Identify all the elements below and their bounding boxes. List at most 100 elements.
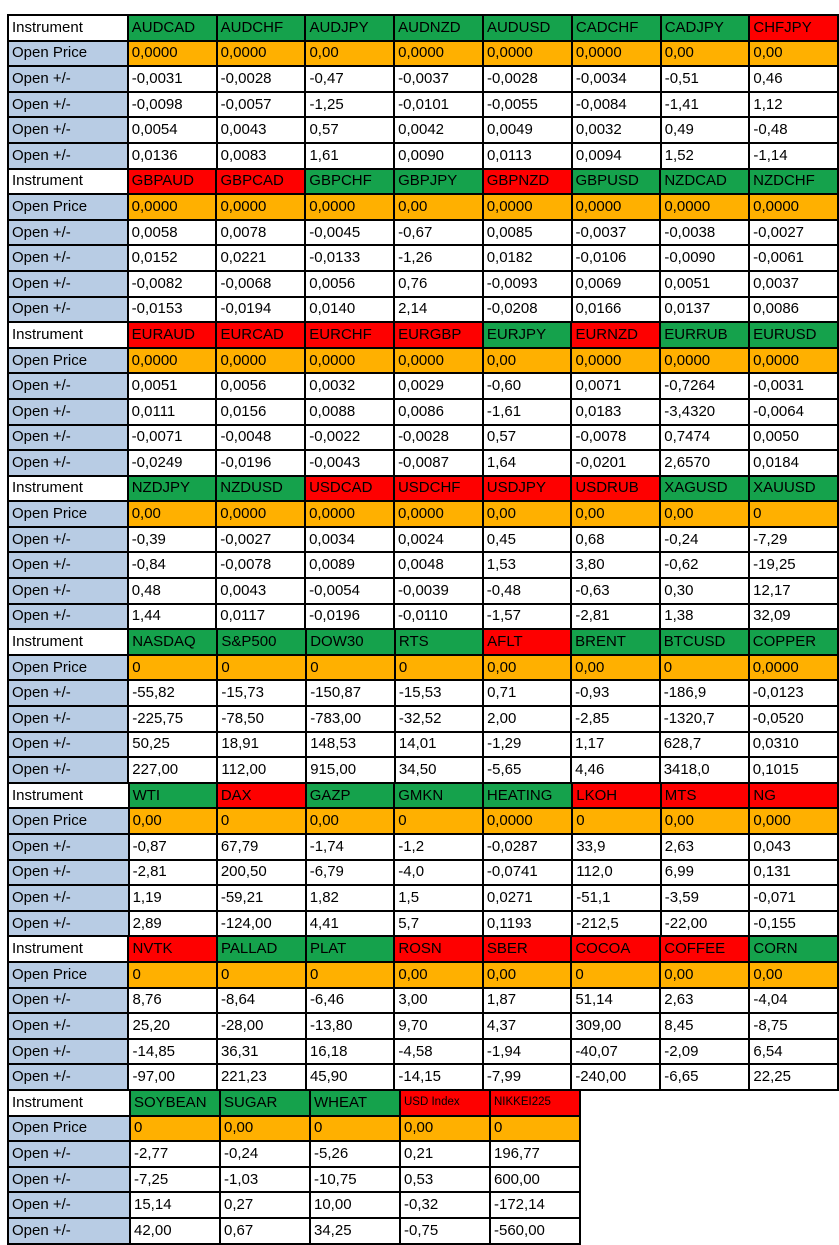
open-delta-cell[interactable]: 309,00 (570, 1012, 662, 1040)
open-price-cell[interactable]: 0,0000 (659, 346, 751, 375)
open-price-cell[interactable]: 0,00 (126, 500, 218, 528)
open-delta-cell[interactable]: 0,0054 (126, 116, 218, 144)
open-delta-cell[interactable]: -0,0287 (481, 833, 574, 861)
open-delta-cell[interactable]: -240,00 (570, 1063, 662, 1091)
open-price-cell[interactable]: 0 (127, 653, 219, 682)
open-delta-cell[interactable]: 0,0024 (392, 525, 484, 554)
instrument-row-label-cell[interactable]: Instrument (6, 628, 130, 656)
open-price-cell[interactable]: 0,00 (481, 500, 573, 528)
open-delta-cell[interactable]: 221,23 (215, 1063, 307, 1091)
open-delta-cell[interactable]: 0,0048 (392, 551, 484, 580)
open-price-cell[interactable]: 0,0000 (126, 39, 218, 68)
open-delta-cell[interactable]: -97,00 (127, 1063, 218, 1091)
open-delta-cell[interactable]: -0,24 (659, 525, 751, 554)
open-delta-cell[interactable]: -2,85 (570, 705, 661, 733)
open-delta-cell[interactable]: 2,00 (482, 705, 573, 733)
open-delta-cell[interactable]: -4,0 (393, 858, 484, 887)
open-price-cell[interactable]: 0,0000 (481, 193, 573, 221)
open-delta-cell[interactable]: -0,87 (127, 833, 218, 861)
open-delta-cell[interactable]: -0,0057 (215, 90, 307, 119)
open-delta-cell[interactable]: 112,0 (571, 858, 662, 887)
instrument-name-cell[interactable]: DAX (215, 781, 307, 810)
instrument-name-cell[interactable]: USD Index (399, 1088, 491, 1117)
open-delta-cell[interactable]: -0,0054 (304, 577, 395, 605)
open-delta-cell[interactable]: 628,7 (658, 730, 750, 759)
open-delta-cell[interactable]: -0,0082 (126, 269, 218, 298)
open-delta-cell[interactable]: -0,0110 (392, 602, 484, 631)
instrument-name-cell[interactable]: COPPER (747, 628, 839, 656)
open-delta-row-label-cell[interactable]: Open +/- (7, 65, 129, 93)
open-delta-cell[interactable]: 4,37 (481, 1012, 573, 1040)
open-delta-row-label-cell[interactable]: Open +/- (7, 602, 129, 631)
open-delta-cell[interactable]: 2,89 (127, 909, 218, 938)
open-delta-row-label-cell[interactable]: Open +/- (7, 858, 130, 887)
open-delta-cell[interactable]: 0,21 (399, 1140, 491, 1168)
instrument-name-cell[interactable]: USDCAD (304, 474, 395, 503)
open-price-cell[interactable]: 0,00 (659, 500, 751, 528)
open-delta-cell[interactable]: 0,0071 (570, 372, 662, 400)
instrument-name-cell[interactable]: CORN (748, 935, 839, 963)
open-price-cell[interactable]: 0,0000 (747, 653, 839, 682)
instrument-name-cell[interactable]: DOW30 (305, 628, 396, 656)
open-price-row-label-cell[interactable]: Open Price (7, 1114, 131, 1143)
instrument-row-label-cell[interactable]: Instrument (7, 14, 129, 42)
open-delta-row-label-cell[interactable]: Open +/- (7, 218, 129, 247)
open-delta-cell[interactable]: 0,0043 (215, 116, 307, 144)
open-delta-cell[interactable]: 0,0184 (748, 449, 839, 477)
open-delta-cell[interactable]: -7,29 (748, 525, 839, 554)
open-delta-cell[interactable]: -2,77 (129, 1140, 221, 1168)
open-delta-cell[interactable]: 3,00 (393, 986, 484, 1015)
open-delta-cell[interactable]: 0,0271 (481, 884, 574, 912)
open-delta-cell[interactable]: 200,50 (215, 858, 307, 887)
instrument-name-cell[interactable]: PLAT (304, 935, 396, 963)
open-price-cell[interactable]: 0,0000 (304, 346, 396, 375)
open-delta-row-label-cell[interactable]: Open +/- (7, 1140, 131, 1168)
instrument-row-label-cell[interactable]: Instrument (7, 1088, 131, 1117)
open-delta-cell[interactable]: 4,46 (570, 756, 661, 784)
open-delta-cell[interactable]: 2,14 (393, 295, 484, 324)
open-delta-cell[interactable]: 0,0182 (481, 244, 573, 272)
open-delta-cell[interactable]: 0,0056 (215, 372, 307, 400)
open-delta-cell[interactable]: 3418,0 (658, 756, 750, 784)
open-delta-row-label-cell[interactable]: Open +/- (7, 525, 129, 554)
open-delta-cell[interactable]: -212,5 (571, 909, 662, 938)
instrument-name-cell[interactable]: GAZP (304, 781, 396, 810)
open-price-cell[interactable]: 0,00 (570, 500, 662, 528)
open-delta-cell[interactable]: -0,0249 (126, 449, 218, 477)
open-delta-cell[interactable]: -0,0084 (570, 90, 662, 119)
open-delta-cell[interactable]: 0,0086 (393, 397, 484, 426)
open-delta-cell[interactable]: -0,0043 (304, 449, 396, 477)
open-price-row-label-cell[interactable]: Open Price (7, 39, 129, 68)
open-price-row-label-cell[interactable]: Open Price (6, 960, 130, 989)
instrument-name-cell[interactable]: MTS (659, 781, 751, 810)
instrument-name-cell[interactable]: AUDCAD (126, 14, 218, 42)
open-delta-cell[interactable]: 50,25 (127, 730, 219, 759)
open-price-cell[interactable]: 0,00 (659, 807, 751, 835)
open-delta-cell[interactable]: 0,131 (748, 858, 839, 887)
open-delta-cell[interactable]: 10,00 (309, 1191, 401, 1219)
instrument-name-cell[interactable]: NZDCHF (748, 167, 839, 196)
open-delta-cell[interactable]: -1,14 (748, 141, 839, 170)
open-delta-cell[interactable]: -0,0037 (393, 65, 484, 93)
open-delta-cell[interactable]: -0,0064 (748, 397, 839, 426)
instrument-name-cell[interactable]: GBPNZD (481, 167, 573, 196)
open-delta-cell[interactable]: -0,0061 (748, 244, 839, 272)
instrument-name-cell[interactable]: NIKKEI225 (489, 1088, 581, 1117)
open-delta-cell[interactable]: -0,7264 (659, 372, 751, 400)
instrument-name-cell[interactable]: USDJPY (481, 474, 573, 503)
open-delta-cell[interactable]: -51,1 (571, 884, 662, 912)
open-price-cell[interactable]: 0,0000 (393, 39, 484, 68)
open-delta-cell[interactable]: -0,24 (219, 1140, 311, 1168)
instrument-name-cell[interactable]: AUDCHF (215, 14, 307, 42)
open-price-cell[interactable]: 0,00 (481, 960, 573, 989)
open-delta-cell[interactable]: -0,0028 (393, 423, 484, 452)
open-delta-cell[interactable]: 5,7 (393, 909, 484, 938)
open-delta-cell[interactable]: -0,0208 (481, 295, 573, 324)
open-delta-cell[interactable]: -4,04 (748, 986, 839, 1015)
open-delta-cell[interactable]: 0,0310 (747, 730, 839, 759)
open-delta-row-label-cell[interactable]: Open +/- (7, 551, 129, 580)
open-delta-cell[interactable]: -6,65 (659, 1063, 751, 1091)
open-delta-cell[interactable]: -28,00 (215, 1012, 307, 1040)
open-delta-cell[interactable]: -1,74 (304, 833, 396, 861)
open-delta-row-label-cell[interactable]: Open +/- (6, 986, 130, 1015)
